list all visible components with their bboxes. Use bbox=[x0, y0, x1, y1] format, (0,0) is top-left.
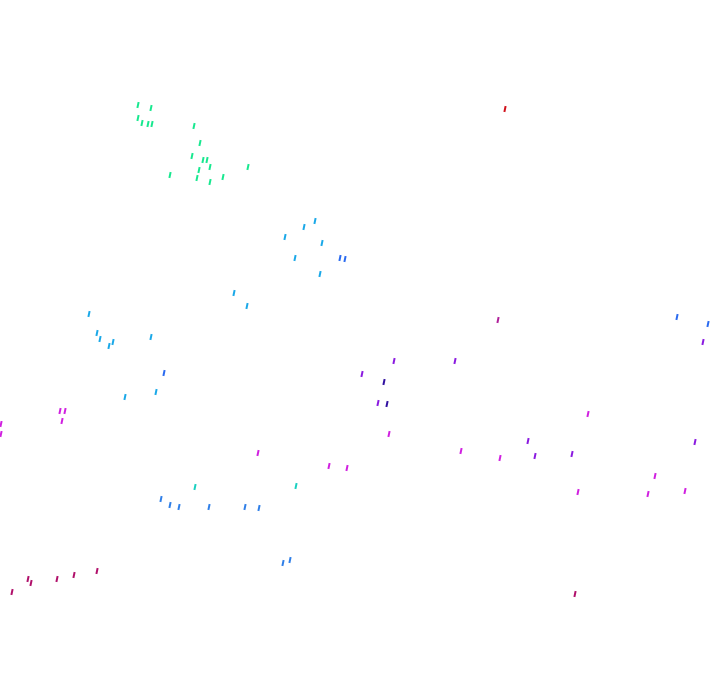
point bbox=[58, 407, 62, 415]
point bbox=[72, 571, 76, 579]
point bbox=[192, 122, 196, 130]
point bbox=[154, 388, 158, 396]
point bbox=[107, 342, 111, 350]
point bbox=[190, 152, 194, 160]
point bbox=[60, 417, 64, 425]
point bbox=[159, 495, 163, 503]
point bbox=[193, 483, 197, 491]
point bbox=[498, 454, 502, 462]
point bbox=[111, 338, 115, 346]
point bbox=[293, 254, 297, 262]
point bbox=[150, 120, 154, 128]
point bbox=[345, 464, 349, 472]
point bbox=[503, 105, 507, 113]
point bbox=[343, 255, 347, 263]
point bbox=[675, 313, 679, 321]
point bbox=[232, 289, 236, 297]
point bbox=[256, 449, 260, 457]
point bbox=[533, 452, 537, 460]
point bbox=[453, 357, 457, 365]
point bbox=[140, 119, 144, 127]
point bbox=[576, 488, 580, 496]
point bbox=[243, 503, 247, 511]
point bbox=[146, 120, 150, 128]
point bbox=[205, 156, 209, 164]
point bbox=[327, 462, 331, 470]
point bbox=[221, 173, 225, 181]
point bbox=[693, 438, 697, 446]
point bbox=[318, 270, 322, 278]
point bbox=[195, 174, 199, 182]
point bbox=[149, 333, 153, 341]
point bbox=[201, 156, 205, 164]
point bbox=[208, 178, 212, 186]
point bbox=[177, 503, 181, 511]
point bbox=[586, 410, 590, 418]
point bbox=[0, 420, 3, 428]
point bbox=[257, 504, 261, 512]
point bbox=[360, 370, 364, 378]
point bbox=[98, 335, 102, 343]
point bbox=[55, 575, 59, 583]
point bbox=[706, 320, 710, 328]
point bbox=[149, 104, 153, 112]
point bbox=[526, 437, 530, 445]
point bbox=[168, 171, 172, 179]
point bbox=[392, 357, 396, 365]
point bbox=[26, 575, 30, 583]
point bbox=[338, 254, 342, 262]
point bbox=[382, 378, 386, 386]
point bbox=[573, 590, 577, 598]
point bbox=[281, 559, 285, 567]
point bbox=[701, 338, 705, 346]
point bbox=[123, 393, 127, 401]
point bbox=[320, 239, 324, 247]
point bbox=[288, 556, 292, 564]
point bbox=[208, 163, 212, 171]
point bbox=[207, 503, 211, 511]
point bbox=[63, 407, 67, 415]
point bbox=[387, 430, 391, 438]
point bbox=[570, 450, 574, 458]
point bbox=[29, 579, 33, 587]
point bbox=[302, 223, 306, 231]
point bbox=[653, 472, 657, 480]
point bbox=[197, 166, 201, 174]
point bbox=[646, 490, 650, 498]
point bbox=[246, 163, 250, 171]
point bbox=[162, 369, 166, 377]
point bbox=[245, 302, 249, 310]
point bbox=[0, 430, 3, 438]
point bbox=[95, 567, 99, 575]
point bbox=[168, 501, 172, 509]
point bbox=[294, 482, 298, 490]
point bbox=[87, 310, 91, 318]
point bbox=[496, 316, 500, 324]
point bbox=[10, 588, 14, 596]
point bbox=[136, 114, 140, 122]
point bbox=[283, 233, 287, 241]
point bbox=[385, 400, 389, 408]
point bbox=[136, 101, 140, 109]
point bbox=[376, 399, 380, 407]
point bbox=[198, 139, 202, 147]
point bbox=[683, 487, 687, 495]
point bbox=[459, 447, 463, 455]
point bbox=[313, 217, 317, 225]
point bbox=[95, 329, 99, 337]
